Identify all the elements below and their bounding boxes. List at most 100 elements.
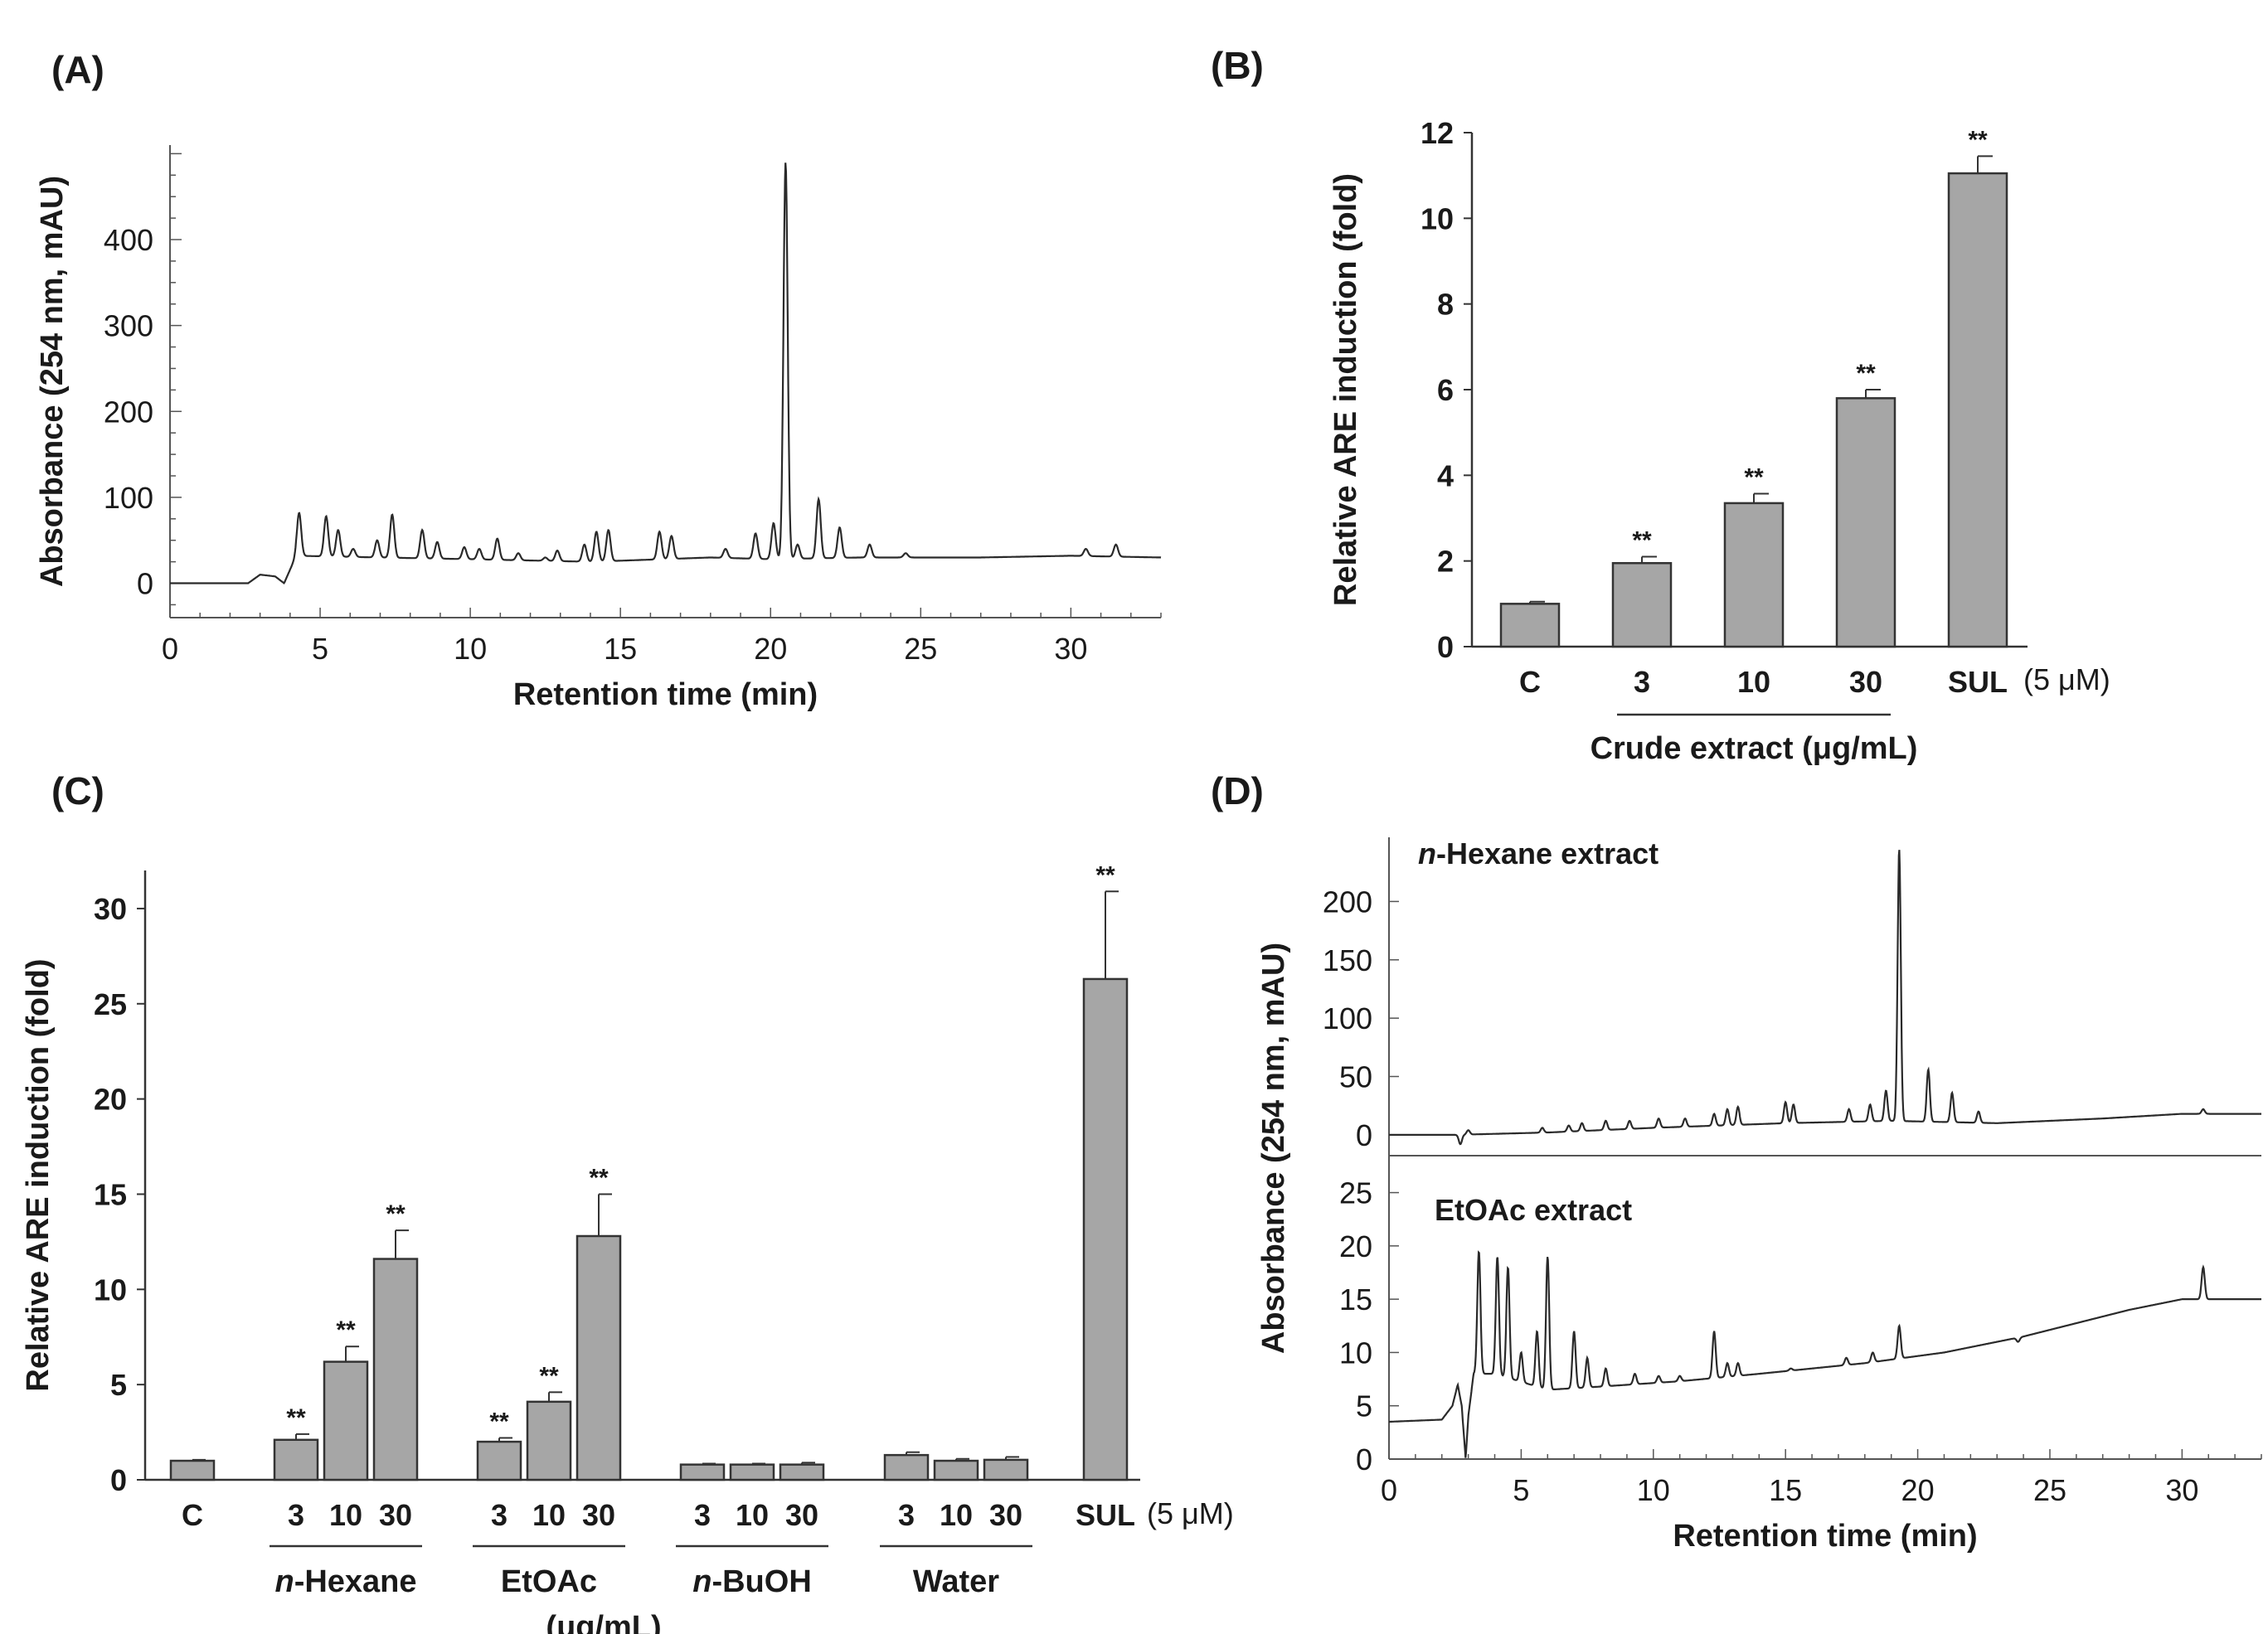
x-tick-label: C xyxy=(1519,665,1541,699)
group-label: Crude extract (μg/mL) xyxy=(1591,731,1918,766)
x-tick-label: 0 xyxy=(1381,1473,1397,1507)
subplot-label: n-Hexane extract xyxy=(1418,836,1659,870)
y-tick-label: 10 xyxy=(1421,201,1454,235)
x-tick-label: 10 xyxy=(940,1498,973,1532)
y-tick-label: 100 xyxy=(1323,1001,1372,1035)
x-tick-label: 3 xyxy=(898,1498,915,1532)
x-tick-label: 25 xyxy=(904,632,937,666)
bar xyxy=(273,1438,319,1481)
sul-unit: (5 μM) xyxy=(2023,662,2110,696)
x-tick-label: 3 xyxy=(491,1498,508,1532)
bar xyxy=(1499,603,1561,648)
x-axis-label: Retention time (min) xyxy=(513,677,818,712)
bar xyxy=(883,1453,930,1481)
subplot-label: EtOAc extract xyxy=(1435,1193,1632,1227)
x-tick-label: 25 xyxy=(2033,1473,2066,1507)
group-label: n-BuOH xyxy=(692,1564,812,1599)
bar-chart-b: 0 2 4 6 8 10 12 C ** 3 ** 10 ** 30 ** SUL (5 μM) Crude ex… xyxy=(1328,116,2110,766)
x-tick-label: 10 xyxy=(736,1498,769,1532)
y-axis-label: Relative ARE induction (fold) xyxy=(21,958,56,1391)
significance-mark: ** xyxy=(1968,126,1988,153)
y-tick-label: 5 xyxy=(110,1368,127,1402)
y-tick-label: 30 xyxy=(94,892,127,926)
x-tick-label: 30 xyxy=(2165,1473,2198,1507)
significance-mark: ** xyxy=(539,1362,559,1389)
bar xyxy=(1723,502,1785,648)
group-label: Water xyxy=(913,1564,999,1599)
x-tick-label: 20 xyxy=(754,632,787,666)
bar xyxy=(476,1440,522,1481)
group-label: n-Hexane xyxy=(274,1564,416,1599)
x-tick-label: SUL xyxy=(1076,1498,1135,1532)
x-tick-label: 10 xyxy=(532,1498,566,1532)
x-tick-label: 15 xyxy=(604,632,637,666)
y-tick-label: 0 xyxy=(137,567,153,601)
y-tick-label: 12 xyxy=(1421,116,1454,150)
bar xyxy=(933,1459,979,1481)
y-tick-label: 15 xyxy=(1339,1282,1372,1316)
y-tick-label: 25 xyxy=(1339,1176,1372,1210)
bar xyxy=(169,1459,216,1481)
x-tick-label: 5 xyxy=(1513,1473,1529,1507)
sul-unit: (5 μM) xyxy=(1147,1496,1234,1530)
panel-label-d: (D) xyxy=(1211,769,1264,812)
x-tick-label: 5 xyxy=(312,632,328,666)
significance-mark: ** xyxy=(489,1408,509,1435)
y-tick-label: 50 xyxy=(1339,1060,1372,1094)
chromatogram-a: 0 100 200 300 400 0 5 10 15 20 25 30 Retention time … xyxy=(35,145,1162,712)
significance-mark: ** xyxy=(1095,861,1115,889)
y-axis-label: Relative ARE induction (fold) xyxy=(1328,173,1363,606)
bar xyxy=(729,1463,775,1481)
chromatogram-trace xyxy=(1389,850,2261,1146)
x-tick-label: 30 xyxy=(1054,632,1087,666)
bar xyxy=(779,1463,825,1481)
group-label: EtOAc xyxy=(501,1564,597,1599)
y-tick-label: 8 xyxy=(1437,288,1454,322)
chromatogram-d: 0 50 100 150 200 n-Hexane extract 0 5 10 15 20 25 Et… xyxy=(1256,836,2262,1554)
significance-mark: ** xyxy=(286,1404,306,1432)
x-tick-label: 3 xyxy=(288,1498,304,1532)
bar xyxy=(575,1234,622,1481)
bar xyxy=(1611,562,1673,648)
y-tick-label: 10 xyxy=(94,1273,127,1307)
bar xyxy=(372,1258,419,1481)
y-tick-label: 4 xyxy=(1437,458,1454,492)
x-tick-label: 20 xyxy=(1901,1473,1935,1507)
bar xyxy=(983,1458,1029,1481)
chromatogram-trace xyxy=(1389,1250,2261,1458)
y-tick-label: 0 xyxy=(110,1463,127,1497)
y-tick-label: 6 xyxy=(1437,373,1454,407)
unit-label: (μg/mL) xyxy=(546,1610,661,1634)
x-tick-label: 30 xyxy=(1849,665,1882,699)
panel-label-b: (B) xyxy=(1211,44,1264,87)
significance-mark: ** xyxy=(1744,464,1764,492)
y-tick-label: 2 xyxy=(1437,545,1454,579)
y-tick-label: 0 xyxy=(1356,1118,1372,1152)
y-tick-label: 25 xyxy=(94,987,127,1021)
x-tick-label: 30 xyxy=(989,1498,1022,1532)
y-tick-label: 15 xyxy=(94,1177,127,1211)
y-axis-label: Absorbance (254 nm, mAU) xyxy=(1256,943,1291,1354)
x-tick-label: 10 xyxy=(1637,1473,1670,1507)
y-tick-label: 0 xyxy=(1437,630,1454,664)
y-tick-label: 300 xyxy=(104,309,153,343)
y-tick-label: 150 xyxy=(1323,943,1372,977)
x-tick-label: 3 xyxy=(694,1498,711,1532)
significance-mark: ** xyxy=(336,1316,356,1344)
y-tick-label: 200 xyxy=(104,395,153,429)
bar xyxy=(679,1463,726,1481)
y-axis-label: Absorbance (254 nm, mAU) xyxy=(35,176,70,587)
y-tick-label: 400 xyxy=(104,223,153,257)
x-tick-label: 15 xyxy=(1769,1473,1802,1507)
bar xyxy=(1947,172,2008,648)
significance-mark: ** xyxy=(1856,360,1876,387)
bar xyxy=(1082,977,1129,1481)
y-tick-label: 10 xyxy=(1339,1336,1372,1370)
y-tick-label: 200 xyxy=(1323,885,1372,919)
chromatogram-trace xyxy=(170,162,1162,585)
x-tick-label: 10 xyxy=(1737,665,1770,699)
y-tick-label: 20 xyxy=(1339,1229,1372,1263)
x-tick-label: C xyxy=(182,1498,203,1532)
bar-chart-c: 0 5 10 15 20 25 30 C ** 3 ** 10 ** 30 ** 3 ** 10 ** 30 3 10 30… xyxy=(21,861,1234,1634)
